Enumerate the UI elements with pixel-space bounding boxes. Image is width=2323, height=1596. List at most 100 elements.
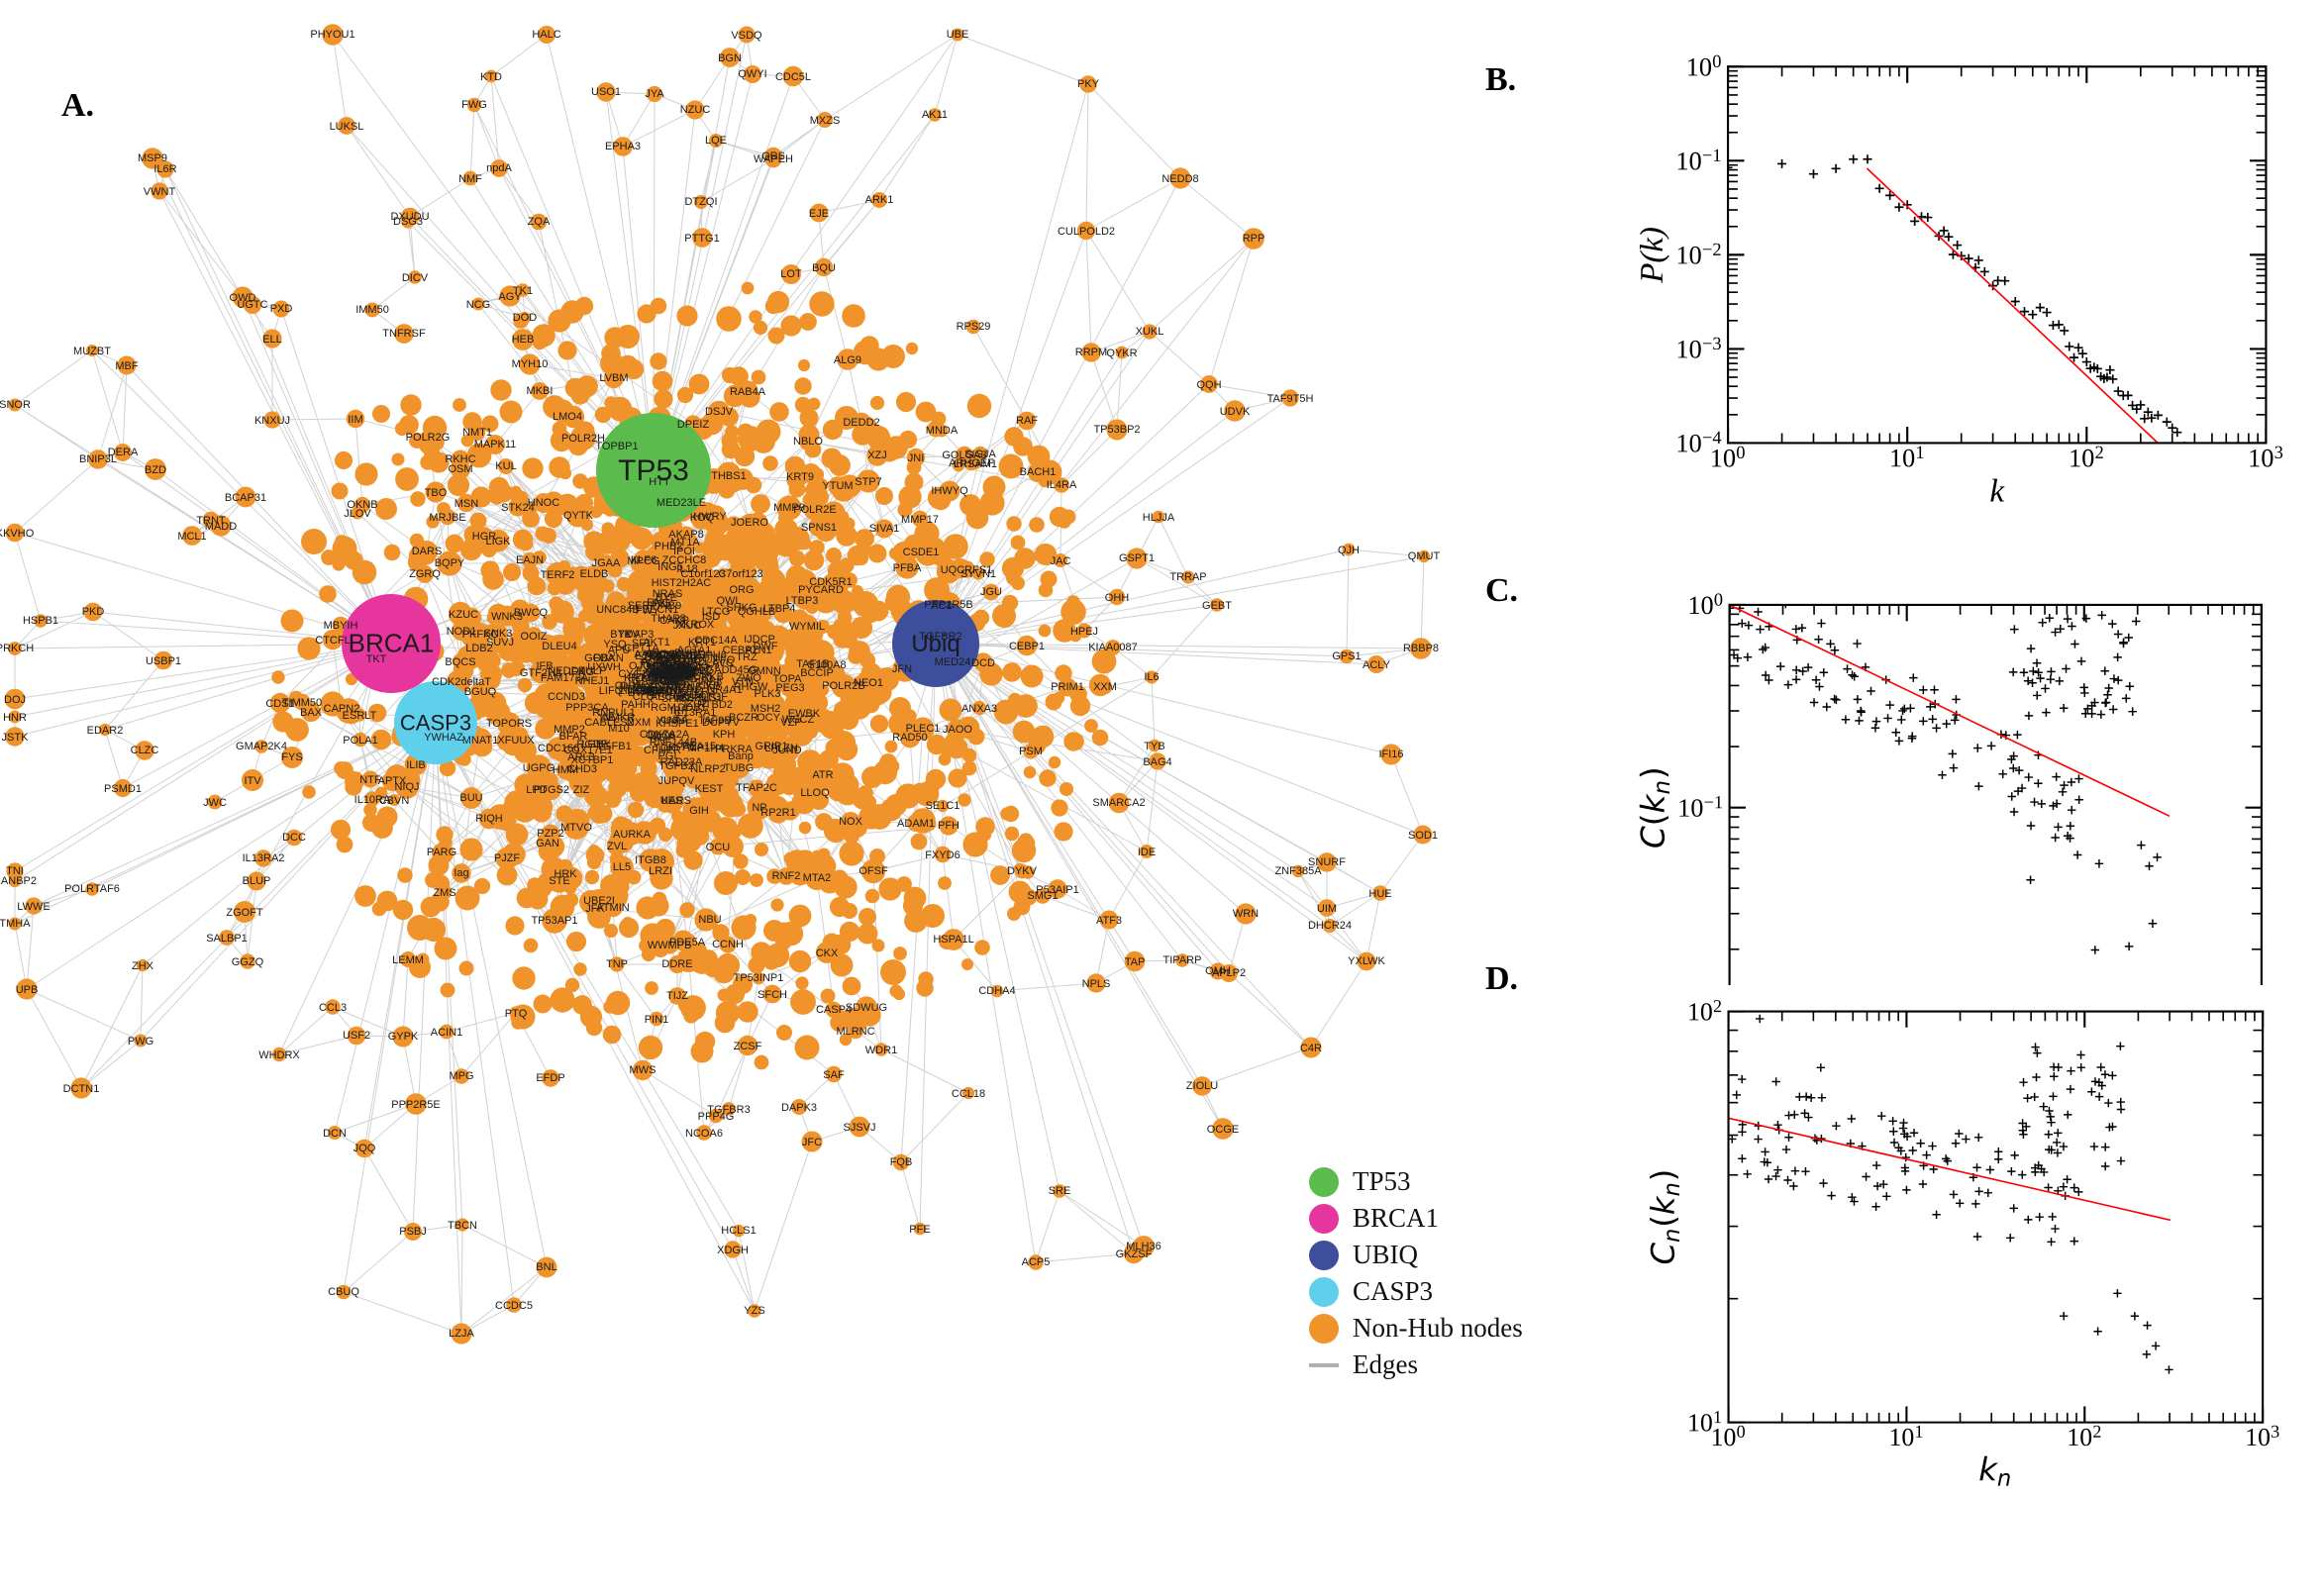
svg-text:RPP: RPP [1243,233,1265,245]
svg-text:NCOA6: NCOA6 [685,1128,723,1140]
svg-text:OFSF: OFSF [858,865,888,877]
svg-text:PJZF: PJZF [494,852,521,864]
svg-text:RRPM: RRPM [1075,347,1107,358]
svg-text:DSG3: DSG3 [393,216,423,228]
svg-text:POLA1: POLA1 [343,735,377,747]
svg-text:EFDP: EFDP [536,1072,564,1084]
svg-text:DDRE: DDRE [661,958,692,970]
svg-text:ADAM1: ADAM1 [897,818,935,830]
svg-text:DSJV: DSJV [705,406,734,418]
svg-text:PARG: PARG [427,847,456,858]
svg-text:CASP3: CASP3 [400,710,471,735]
svg-text:FWG: FWG [461,99,487,111]
svg-text:TRRAP: TRRAP [1169,571,1206,583]
svg-text:MPG: MPG [449,1070,473,1082]
svg-text:PFH: PFH [938,820,960,832]
svg-text:ATR: ATR [812,769,833,781]
svg-text:ITV: ITV [244,775,261,787]
svg-text:WSCZ: WSCZ [782,714,815,726]
svg-text:SE1C1: SE1C1 [926,800,960,812]
svg-text:LWWE: LWWE [17,901,50,913]
svg-text:USO1: USO1 [591,86,621,98]
svg-text:HSPA1L: HSPA1L [933,934,973,946]
svg-text:TNFRSF: TNFRSF [382,328,426,340]
svg-text:QYTK: QYTK [563,510,594,522]
svg-text:HSPB1: HSPB1 [23,615,58,627]
svg-text:BRCA1: BRCA1 [349,629,435,658]
svg-text:DERA: DERA [108,447,139,458]
svg-text:NRAS: NRAS [653,588,683,600]
svg-text:ZQA: ZQA [528,216,551,228]
svg-text:YZS: YZS [744,1305,764,1317]
svg-text:TAF9B: TAF9B [698,715,731,727]
svg-text:JOERO: JOERO [731,517,768,529]
svg-text:VWNT: VWNT [144,186,176,198]
svg-text:SAF: SAF [823,1069,845,1081]
svg-text:C7orf123: C7orf123 [718,568,762,580]
svg-text:XUKL: XUKL [1136,326,1164,338]
svg-text:KIAA0087: KIAA0087 [1088,642,1138,653]
svg-text:THAP8: THAP8 [651,613,685,625]
svg-text:DHCR24: DHCR24 [1308,920,1352,932]
svg-text:OHH: OHH [1105,592,1130,604]
svg-text:UDVK: UDVK [1220,406,1251,418]
svg-text:CEBP1: CEBP1 [1009,641,1045,652]
svg-text:SDWUG: SDWUG [846,1002,887,1014]
svg-text:TRNT: TRNT [196,515,226,527]
svg-text:ESRLT: ESRLT [343,710,377,722]
svg-text:Iag: Iag [454,867,468,879]
svg-text:BGN: BGN [718,52,742,64]
svg-text:SALBP1: SALBP1 [206,933,248,945]
svg-text:MTVO: MTVO [560,822,592,834]
svg-text:GYPK: GYPK [388,1031,419,1043]
svg-text:ACP5: ACP5 [1022,1256,1051,1268]
svg-text:TP53BP2: TP53BP2 [1093,424,1140,436]
svg-text:LQE: LQE [705,135,727,147]
svg-text:HALC: HALC [532,29,560,41]
svg-text:ILIB: ILIB [406,759,426,771]
svg-text:PWG: PWG [128,1036,153,1047]
svg-text:PXD: PXD [270,303,293,315]
svg-text:PIN1: PIN1 [645,1014,668,1026]
svg-text:KNXUJ: KNXUJ [254,415,290,427]
svg-text:HLJJA: HLJJA [1143,512,1175,524]
svg-text:BLUP: BLUP [243,875,271,887]
svg-text:PRIM1: PRIM1 [1051,681,1084,693]
svg-text:THBS1: THBS1 [711,470,746,482]
svg-text:CLZC: CLZC [131,745,159,756]
svg-text:HGR: HGR [472,531,497,543]
svg-text:RKHC: RKHC [445,453,475,465]
svg-text:TMHA: TMHA [0,918,31,930]
svg-text:ZHX: ZHX [132,960,154,972]
svg-text:OKNB: OKNB [347,499,377,511]
svg-text:RNF2: RNF2 [772,870,801,882]
svg-text:GOBXN: GOBXN [584,652,624,664]
svg-text:LEMM: LEMM [392,954,424,966]
svg-text:RAF: RAF [1016,415,1038,427]
svg-text:TERF2: TERF2 [541,569,575,581]
svg-text:JNI: JNI [908,452,925,464]
svg-text:HWRY: HWRY [693,511,727,523]
svg-text:IFB: IFB [536,660,553,672]
svg-text:ANXA3: ANXA3 [961,703,997,715]
svg-text:SFCH: SFCH [758,989,787,1001]
svg-text:CBVN: CBVN [379,795,410,807]
svg-text:TP53AP1: TP53AP1 [531,915,577,927]
svg-text:QMUT: QMUT [1408,550,1441,562]
svg-text:BQCS: BQCS [445,656,475,668]
svg-text:NBLO: NBLO [793,436,823,448]
svg-text:S100A8: S100A8 [807,659,846,671]
svg-text:LFLZN: LFLZN [764,743,798,754]
svg-text:STK24: STK24 [501,502,535,514]
svg-text:POLR2G: POLR2G [406,432,451,444]
svg-text:PTTG1: PTTG1 [684,233,719,245]
svg-text:JGAA: JGAA [592,557,621,569]
svg-text:IHWYQ: IHWYQ [931,485,968,497]
svg-text:LDB2: LDB2 [465,643,493,654]
svg-text:SNOR: SNOR [0,399,31,411]
svg-text:UPB: UPB [16,984,39,996]
svg-text:XDGH: XDGH [717,1245,749,1256]
svg-text:CCL18: CCL18 [952,1088,985,1100]
svg-text:NXM: NXM [627,717,651,729]
svg-text:PPP2R5B: PPP2R5B [924,599,973,611]
